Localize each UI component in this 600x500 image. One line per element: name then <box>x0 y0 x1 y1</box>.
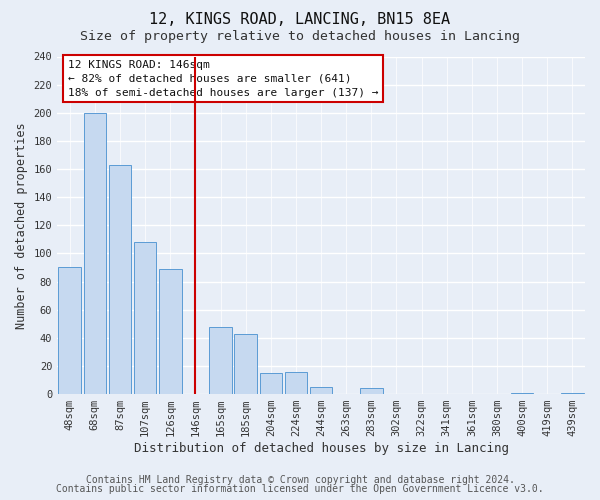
Bar <box>310 387 332 394</box>
Bar <box>260 373 282 394</box>
Bar <box>58 268 81 394</box>
Text: Contains HM Land Registry data © Crown copyright and database right 2024.: Contains HM Land Registry data © Crown c… <box>86 475 514 485</box>
Bar <box>134 242 157 394</box>
X-axis label: Distribution of detached houses by size in Lancing: Distribution of detached houses by size … <box>134 442 509 455</box>
Bar <box>360 388 383 394</box>
Text: 12, KINGS ROAD, LANCING, BN15 8EA: 12, KINGS ROAD, LANCING, BN15 8EA <box>149 12 451 28</box>
Bar <box>159 269 182 394</box>
Y-axis label: Number of detached properties: Number of detached properties <box>15 122 28 328</box>
Text: Contains public sector information licensed under the Open Government Licence v3: Contains public sector information licen… <box>56 484 544 494</box>
Bar <box>83 113 106 394</box>
Bar <box>511 392 533 394</box>
Bar <box>109 165 131 394</box>
Text: Size of property relative to detached houses in Lancing: Size of property relative to detached ho… <box>80 30 520 43</box>
Text: 12 KINGS ROAD: 146sqm
← 82% of detached houses are smaller (641)
18% of semi-det: 12 KINGS ROAD: 146sqm ← 82% of detached … <box>68 60 378 98</box>
Bar <box>561 392 584 394</box>
Bar <box>284 372 307 394</box>
Bar <box>235 334 257 394</box>
Bar <box>209 326 232 394</box>
